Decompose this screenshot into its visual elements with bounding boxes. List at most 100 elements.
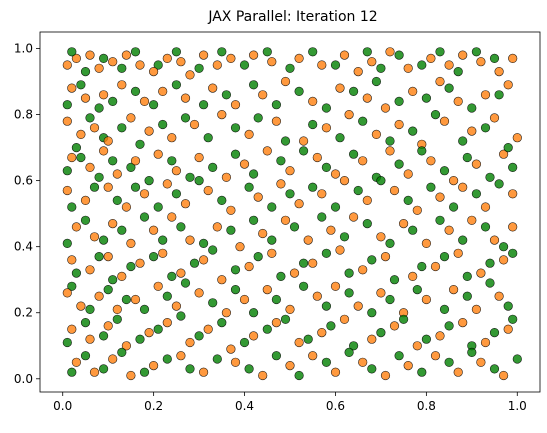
scatter-point bbox=[76, 152, 86, 163]
scatter-point bbox=[249, 80, 259, 90]
scatter-point bbox=[85, 265, 95, 275]
scatter-point bbox=[180, 278, 191, 288]
scatter-point bbox=[271, 100, 282, 110]
scatter-point bbox=[67, 367, 77, 377]
scatter-point bbox=[299, 281, 309, 291]
scatter-point bbox=[503, 324, 513, 334]
scatter-point bbox=[271, 318, 282, 328]
scatter-point bbox=[244, 364, 254, 374]
scatter-point bbox=[480, 202, 491, 212]
scatter-point bbox=[80, 351, 91, 361]
scatter-point bbox=[489, 235, 500, 245]
scatter-point bbox=[349, 149, 359, 159]
scatter-point bbox=[426, 156, 436, 166]
scatter-point bbox=[180, 113, 191, 123]
scatter-point bbox=[289, 222, 300, 232]
scatter-point bbox=[158, 248, 168, 258]
scatter-point bbox=[185, 337, 195, 348]
scatter-point bbox=[217, 318, 227, 328]
scatter-point bbox=[376, 176, 386, 186]
scatter-point bbox=[376, 63, 386, 73]
scatter-point bbox=[185, 364, 195, 374]
scatter-point bbox=[103, 252, 113, 262]
scatter-point bbox=[480, 222, 491, 232]
scatter-point bbox=[308, 351, 318, 361]
scatter-point bbox=[62, 288, 72, 298]
scatter-point bbox=[167, 212, 177, 222]
scatter-point bbox=[208, 298, 218, 308]
scatter-point bbox=[344, 109, 354, 120]
scatter-point bbox=[230, 149, 241, 159]
scatter-point bbox=[171, 80, 181, 90]
chart-title: JAX Parallel: Iteration 12 bbox=[207, 9, 377, 25]
scatter-point bbox=[203, 133, 213, 143]
scatter-point bbox=[485, 278, 495, 288]
scatter-point bbox=[162, 354, 172, 364]
scatter-point bbox=[139, 212, 150, 222]
scatter-point bbox=[494, 90, 504, 100]
scatter-point bbox=[330, 367, 341, 377]
scatter-point bbox=[239, 60, 250, 70]
scatter-point bbox=[476, 268, 486, 278]
scatter-point bbox=[453, 248, 463, 258]
scatter-point bbox=[162, 318, 172, 328]
scatter-point bbox=[199, 367, 209, 377]
scatter-point bbox=[385, 146, 395, 156]
scatter-point bbox=[299, 258, 309, 268]
scatter-point bbox=[230, 357, 241, 367]
scatter-point bbox=[262, 47, 272, 57]
scatter-point bbox=[253, 113, 263, 123]
scatter-point bbox=[280, 215, 291, 225]
scatter-point bbox=[376, 328, 386, 338]
scatter-point bbox=[67, 324, 77, 334]
scatter-point bbox=[339, 314, 350, 324]
y-tick-label: 0.4 bbox=[14, 240, 33, 254]
scatter-point bbox=[421, 238, 432, 248]
scatter-point bbox=[71, 268, 81, 278]
scatter-point bbox=[135, 60, 145, 70]
scatter-point bbox=[189, 258, 200, 268]
scatter-point bbox=[117, 80, 127, 90]
scatter-point bbox=[449, 176, 459, 186]
scatter-point bbox=[285, 189, 295, 199]
scatter-point bbox=[144, 328, 154, 338]
scatter-point bbox=[317, 328, 327, 338]
scatter-point bbox=[349, 86, 359, 96]
scatter-point bbox=[458, 318, 468, 328]
scatter-point bbox=[271, 294, 282, 305]
scatter-point bbox=[385, 238, 395, 248]
scatter-point bbox=[335, 133, 345, 143]
scatter-point bbox=[176, 57, 186, 67]
scatter-point bbox=[271, 351, 282, 361]
scatter-point bbox=[149, 361, 159, 371]
scatter-point bbox=[258, 370, 268, 381]
scatter-point bbox=[285, 166, 295, 176]
scatter-point bbox=[217, 275, 227, 285]
scatter-point bbox=[312, 152, 322, 163]
scatter-point bbox=[103, 321, 113, 331]
scatter-point bbox=[330, 281, 341, 291]
scatter-point bbox=[117, 271, 127, 282]
scatter-point bbox=[399, 219, 409, 229]
scatter-point bbox=[94, 172, 104, 182]
scatter-point bbox=[321, 357, 332, 367]
scatter-point bbox=[226, 53, 236, 64]
scatter-point bbox=[149, 252, 159, 262]
scatter-point bbox=[444, 225, 454, 235]
x-tick-label: 0.2 bbox=[144, 399, 163, 413]
scatter-point bbox=[467, 347, 477, 358]
scatter-point bbox=[449, 202, 459, 212]
scatter-point bbox=[294, 53, 304, 64]
scatter-point bbox=[394, 50, 404, 60]
scatter-point bbox=[444, 321, 454, 331]
scatter-point bbox=[199, 238, 209, 248]
scatter-point bbox=[139, 304, 150, 315]
scatter-point bbox=[162, 179, 172, 189]
y-tick-label: 0.8 bbox=[14, 108, 33, 122]
scatter-point bbox=[153, 324, 163, 334]
scatter-point bbox=[253, 252, 263, 262]
scatter-point bbox=[385, 136, 395, 146]
scatter-point bbox=[335, 245, 345, 255]
scatter-point bbox=[180, 93, 191, 103]
scatter-point bbox=[267, 248, 277, 258]
